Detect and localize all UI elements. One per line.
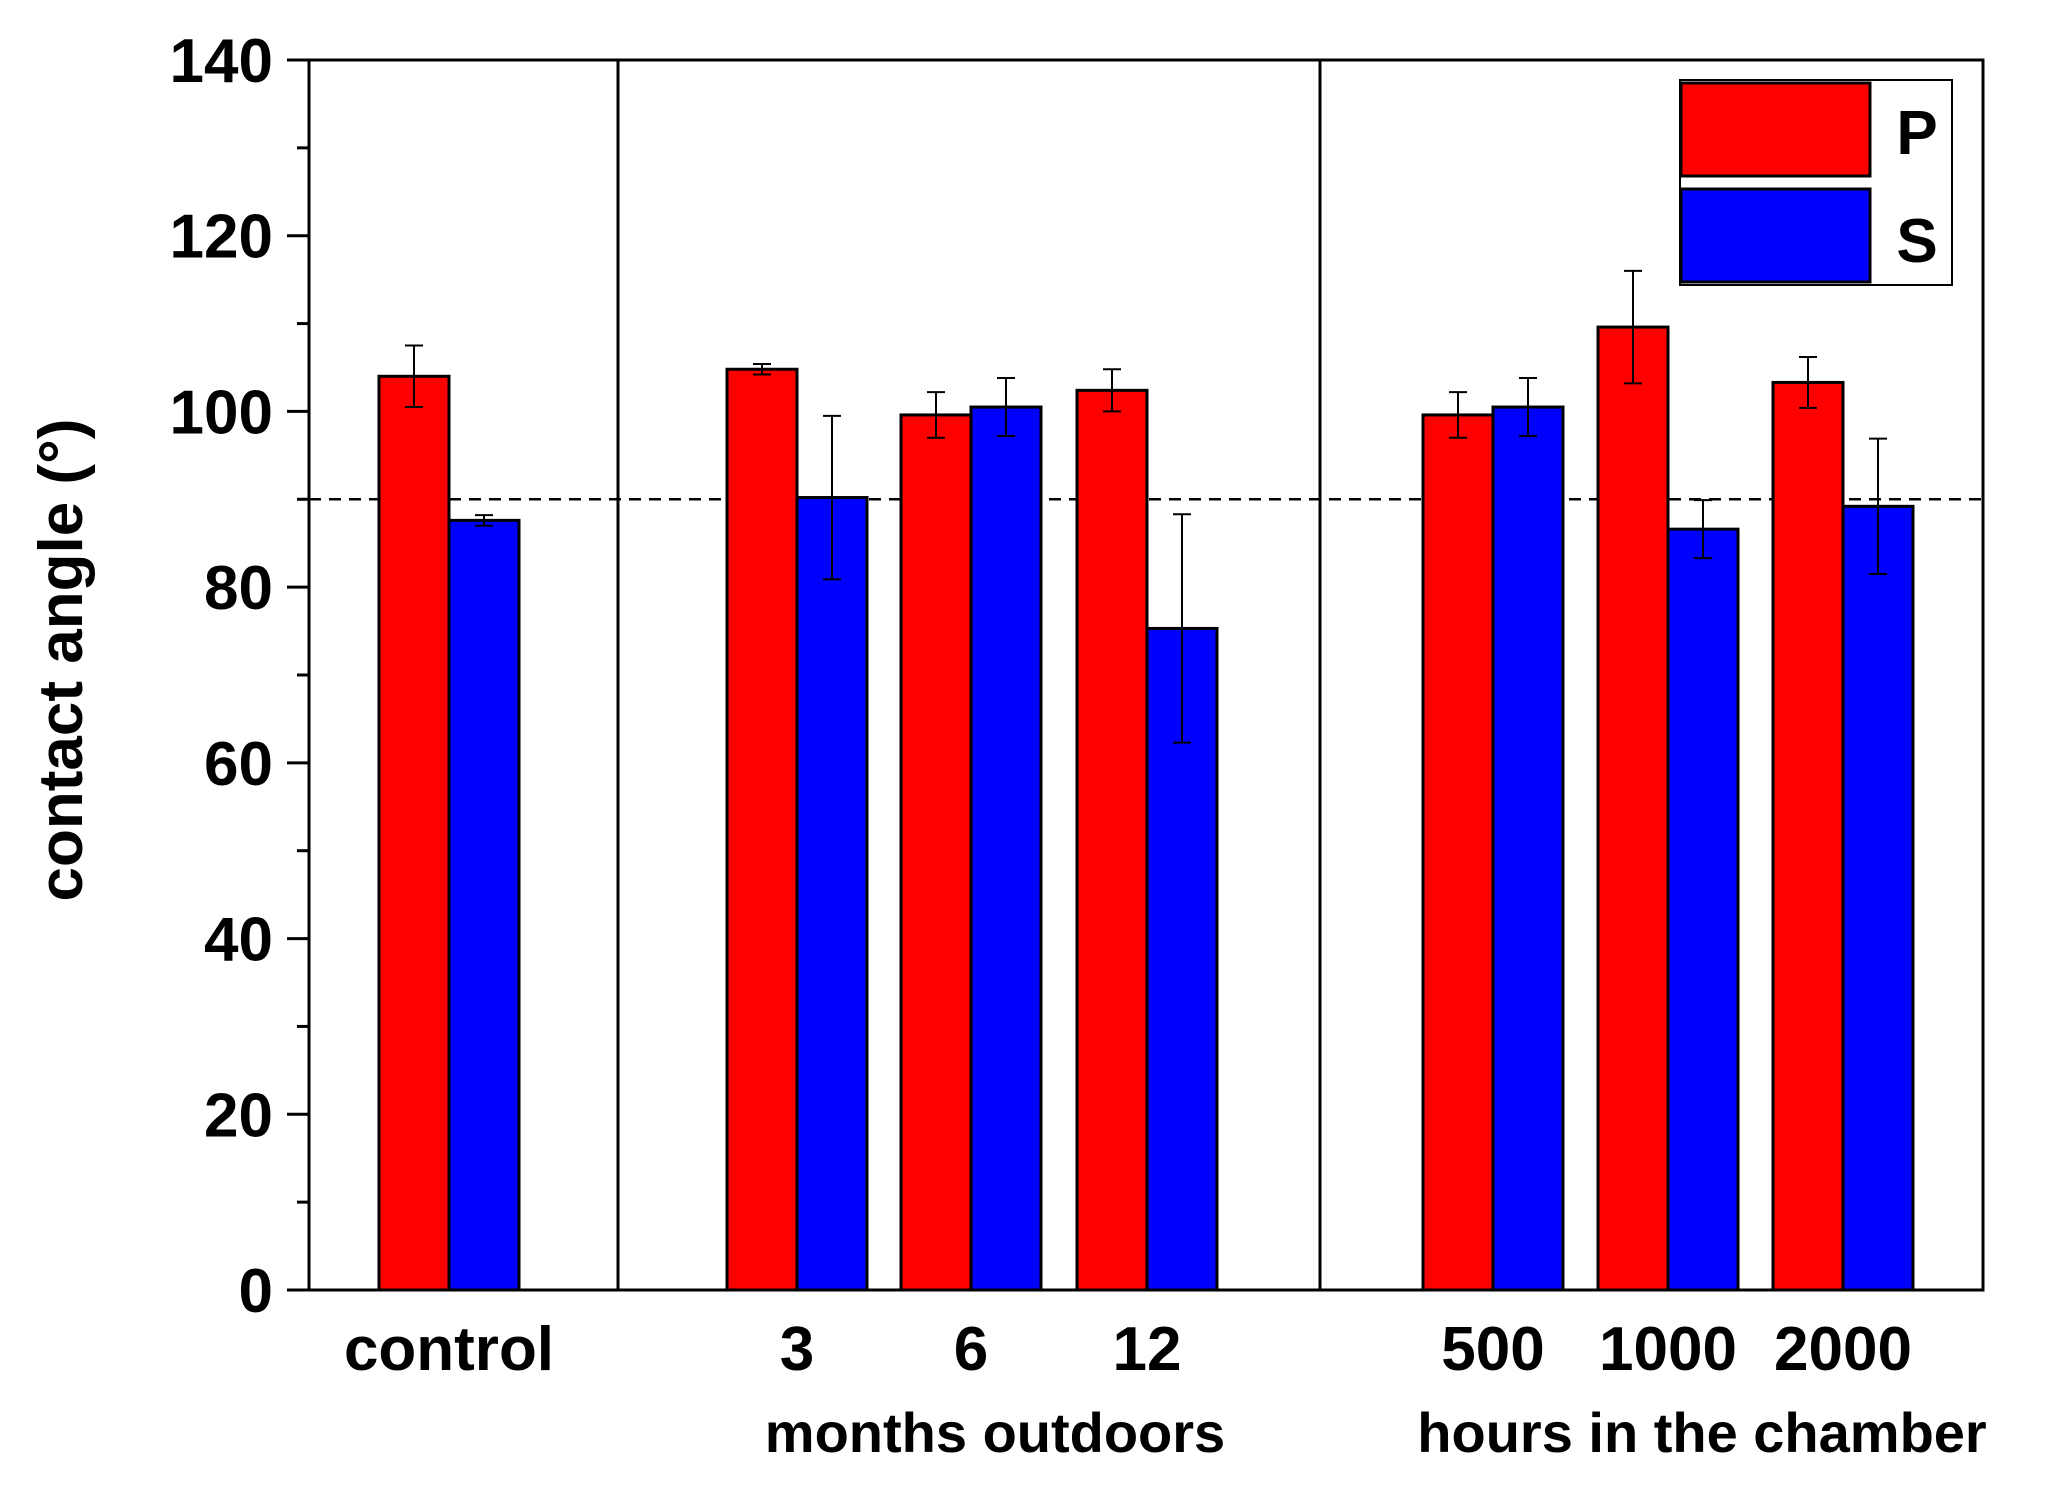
error-bar-s-1000 [1694,499,1712,560]
bar-s-500 [1491,405,1565,1292]
bar-p-1000 [1596,325,1670,1292]
legend-label-p: P [1896,99,1937,168]
legend-label-s: S [1896,207,1937,276]
error-bar-s-6 [997,377,1015,438]
error-bar-s-3 [823,414,841,581]
x-tick-label: 3 [780,1315,814,1384]
error-bar-p-control [405,344,423,409]
x-tick-label: 6 [954,1315,988,1384]
bar-p-500 [1421,413,1495,1292]
reference-layer [309,60,1983,1290]
bar-s-6 [969,405,1043,1292]
bar-s-1000 [1666,527,1740,1292]
bar-p-6 [899,413,973,1292]
group-label-months: months outdoors [765,1401,1225,1464]
y-tick-label: 0 [239,1257,273,1326]
y-tick-label: 80 [204,554,273,623]
x-tick-label: 1000 [1599,1315,1737,1384]
group-label-hours: hours in the chamber [1417,1401,1986,1464]
x-tick-label: 500 [1441,1315,1544,1384]
legend-swatch-p [1679,81,1872,178]
y-tick-label: 140 [170,27,273,96]
error-bar-p-1000 [1624,269,1642,385]
error-bar-s-12 [1173,513,1191,744]
axis-layer: 0 20 40 60 80 100 120 140 control 3 6 12 500 1000 2000 [170,27,1985,1384]
y-tick-label: 60 [204,730,273,799]
bar-s-2000 [1841,504,1915,1292]
legend-swatch-s [1679,187,1872,284]
bar-s-3 [795,496,869,1292]
error-bar-p-6 [927,391,945,439]
bar-p-3 [725,367,799,1292]
error-bar-p-2000 [1799,355,1817,409]
legend: P S [1679,79,1953,286]
error-bar-p-3 [753,362,771,376]
error-bar-s-control [475,514,493,527]
x-tick-label: 12 [1113,1315,1182,1384]
error-bar-s-2000 [1869,437,1887,575]
bar-p-2000 [1771,380,1845,1292]
bar-p-control [377,374,451,1292]
y-tick-label: 120 [170,203,273,272]
error-bar-p-12 [1103,368,1121,413]
bar-s-control [447,518,521,1292]
bar-p-12 [1075,388,1149,1292]
error-bar-p-500 [1449,391,1467,439]
bars-layer [377,269,1915,1292]
y-tick-label: 100 [170,378,273,447]
error-bar-s-500 [1519,377,1537,438]
x-tick-label: control [344,1315,554,1384]
x-tick-label: 2000 [1774,1315,1912,1384]
y-tick-label: 20 [204,1081,273,1150]
y-tick-label: 40 [204,906,273,975]
y-axis-label: contact angle (°) [27,419,96,902]
